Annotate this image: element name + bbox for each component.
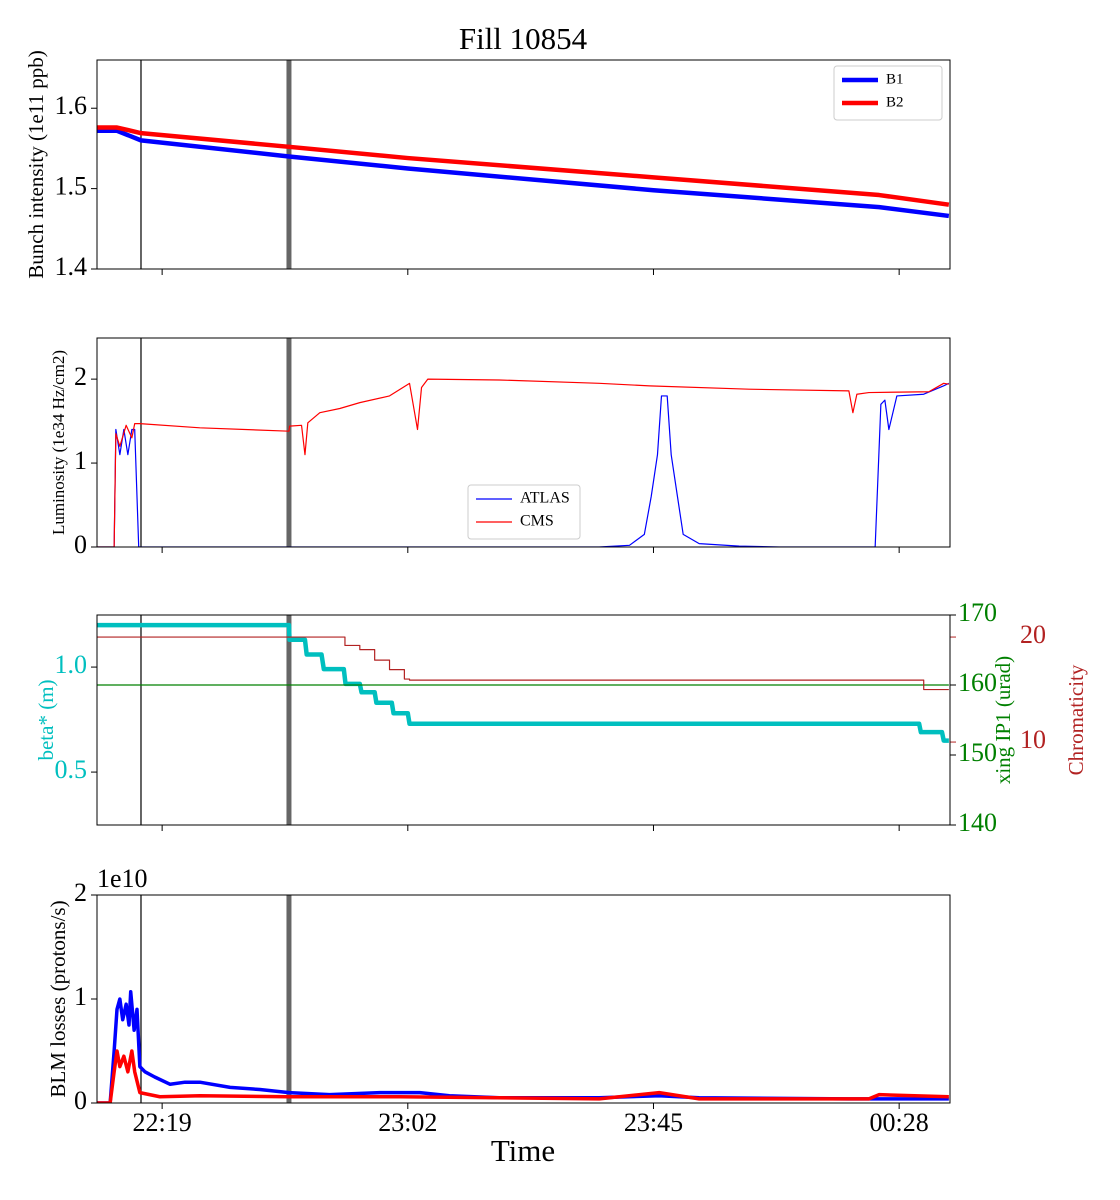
plot-frame: [96, 337, 951, 548]
series-line: [97, 636, 949, 691]
series-line: [97, 125, 950, 207]
series-line: [97, 622, 949, 743]
y-tick-label: 0: [74, 530, 87, 559]
series-line: [97, 378, 949, 547]
x-tick-label: 23:45: [624, 1108, 683, 1137]
legend-label: CMS: [520, 513, 554, 530]
y-tick-label: 1.4: [55, 252, 88, 281]
y2-tick-label: 160: [958, 668, 997, 697]
y-axis-label: beta* (m): [34, 679, 58, 760]
y-tick-label: 1: [74, 982, 87, 1011]
y3-axis-label: Chromaticity: [1064, 664, 1088, 775]
y-tick-label: 0.5: [55, 755, 88, 784]
plot-frame: [96, 614, 951, 826]
series-line: [97, 1049, 949, 1103]
y-tick-label: 2: [74, 362, 87, 391]
y-tick-label: 1.5: [55, 172, 88, 201]
series-line: [97, 382, 950, 547]
legend-label: ATLAS: [520, 490, 570, 507]
y-tick-label: 0: [74, 1086, 87, 1115]
legend-label: B1: [886, 71, 904, 87]
x-tick-label: 23:02: [378, 1108, 437, 1137]
y-axis-label: BLM losses (protons/s): [46, 900, 70, 1097]
plot-frame: [96, 59, 951, 270]
y2-tick-label: 150: [958, 738, 997, 767]
y2-axis-label: xing IP1 (urad): [991, 656, 1015, 784]
y-tick-label: 2: [74, 878, 87, 907]
y-offset-label: 1e10: [97, 864, 148, 893]
y-tick-label: 1.6: [55, 91, 88, 120]
y2-tick-label: 140: [958, 808, 997, 837]
series-line: [97, 128, 950, 219]
y-axis-label: Bunch intensity (1e11 ppb): [24, 50, 48, 278]
y2-tick-label: 170: [958, 598, 997, 627]
y-axis-label: Luminosity (1e34 Hz/cm2): [49, 350, 68, 535]
y3-tick-label: 20: [1020, 620, 1046, 649]
x-axis-label: Time: [491, 1133, 555, 1168]
legend-label: B2: [886, 94, 904, 110]
y3-tick-label: 10: [1020, 725, 1046, 754]
plot-frame: [96, 894, 951, 1104]
chart-title: Fill 10854: [459, 21, 588, 56]
y-tick-label: 1: [74, 446, 87, 475]
x-tick-label: 00:28: [870, 1108, 929, 1137]
x-tick-label: 22:19: [133, 1108, 192, 1137]
y-tick-label: 1.0: [55, 650, 88, 679]
